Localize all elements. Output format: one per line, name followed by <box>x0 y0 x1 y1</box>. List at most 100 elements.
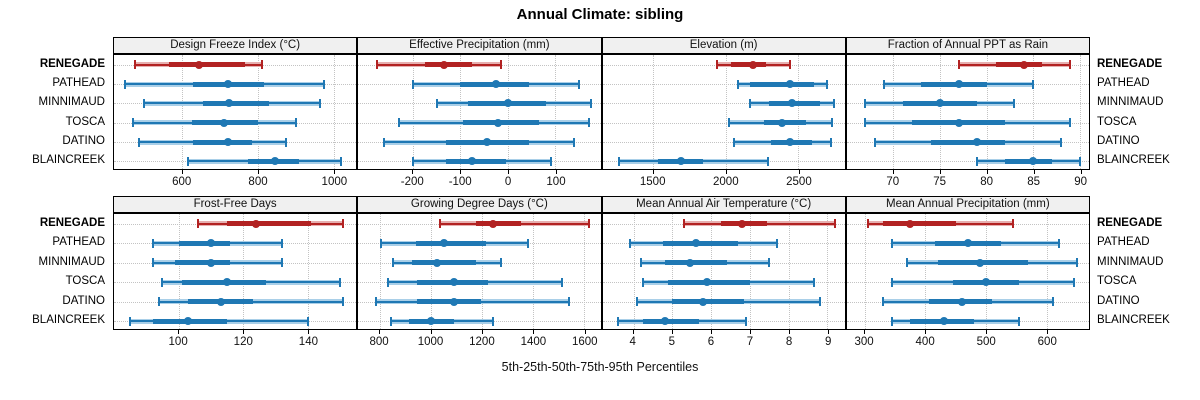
median-dot <box>699 297 708 306</box>
median-dot <box>975 258 984 267</box>
whisker-cap-5th <box>411 79 414 89</box>
x-tick-label: 1600 <box>571 336 598 348</box>
site-label-right-tosca-row1: TOSCA <box>1097 275 1137 288</box>
gridline-v <box>633 214 635 329</box>
median-dot <box>973 138 982 146</box>
gridline-v <box>430 214 432 329</box>
whisker-cap-5th <box>390 316 393 326</box>
x-tick-label: 1000 <box>321 176 348 188</box>
whisker-cap-5th <box>375 297 378 307</box>
whisker-cap-95th <box>768 258 771 268</box>
median-dot <box>939 317 948 326</box>
whisker-cap-5th <box>124 79 127 89</box>
iqr-bar-25-75 <box>1005 158 1052 164</box>
whisker-cap-95th <box>812 277 815 287</box>
x-tick-label: 120 <box>233 336 253 348</box>
median-dot <box>489 219 498 228</box>
x-tick-label: 80 <box>980 176 994 188</box>
whisker-cap-95th <box>1012 219 1015 229</box>
median-dot <box>433 258 442 267</box>
gridline-v <box>725 55 727 169</box>
gridline-v <box>925 214 927 329</box>
x-tick-label: 600 <box>1037 336 1057 348</box>
median-dot <box>184 317 193 326</box>
gridline-h <box>602 122 845 124</box>
x-axis-tick <box>864 330 866 334</box>
panel-header-fraction-of-annual-ppt-as-rain: Fraction of Annual PPT as Rain <box>845 37 1090 54</box>
x-axis-tick <box>412 170 414 174</box>
median-dot <box>216 297 225 306</box>
gridline-v <box>257 55 259 169</box>
iqr-bar-25-75 <box>475 221 522 227</box>
median-dot <box>494 118 503 127</box>
whisker-cap-5th <box>864 98 867 108</box>
whisker-cap-95th <box>587 118 590 128</box>
x-axis-tick <box>533 330 535 334</box>
whisker-cap-5th <box>617 316 619 326</box>
x-tick-label: 6 <box>707 336 715 348</box>
gridline-v <box>986 214 988 329</box>
site-label-right-pathead-row1: PATHEAD <box>1097 236 1150 249</box>
iqr-bar-25-75 <box>750 81 814 87</box>
whisker-cap-95th <box>825 79 828 89</box>
whisker-cap-5th <box>380 238 383 248</box>
site-label-right-blaincreek-row1: BLAINCREEK <box>1097 314 1170 327</box>
whisker-cap-5th <box>133 60 136 70</box>
median-dot <box>206 239 215 248</box>
median-dot <box>426 317 435 326</box>
whisker-cap-5th <box>186 156 189 166</box>
gridline-v <box>481 214 483 329</box>
median-dot <box>449 297 458 306</box>
x-axis-tick <box>632 330 634 334</box>
panel-plot-mean-annual-air-temperature-c <box>601 213 846 330</box>
whisker-cap-5th <box>143 98 146 108</box>
x-axis-tick <box>652 170 654 174</box>
whisker-cap-95th <box>1032 79 1035 89</box>
whisker-cap-95th <box>561 277 564 287</box>
iqr-bar-25-75 <box>662 240 739 246</box>
whisker-cap-5th <box>397 118 400 128</box>
site-label-right-datino-row0: DATINO <box>1097 135 1140 147</box>
site-label-left-blaincreek-row1: BLAINCREEK <box>32 314 105 327</box>
gridline-v <box>333 55 335 169</box>
x-tick-label: 9 <box>824 336 832 348</box>
site-label-right-minnimaud-row1: MINNIMAUD <box>1097 255 1164 268</box>
whisker-cap-5th <box>891 316 894 326</box>
median-dot <box>1029 157 1038 166</box>
x-axis-tick <box>725 170 727 174</box>
x-axis-tick <box>308 330 310 334</box>
x-tick-label: 140 <box>298 336 318 348</box>
whisker-cap-95th <box>294 118 297 128</box>
gridline-v <box>986 55 988 169</box>
median-dot <box>660 317 669 326</box>
iqr-bar-25-75 <box>202 100 270 106</box>
site-label-left-renegade-row0: RENEGADE <box>39 57 105 70</box>
site-label-right-blaincreek-row0: BLAINCREEK <box>1097 154 1170 167</box>
panel-plot-mean-annual-precipitation-mm <box>845 213 1090 330</box>
median-dot <box>703 278 712 287</box>
whisker-cap-95th <box>280 238 283 248</box>
gridline-v <box>307 214 309 329</box>
iqr-bar-25-75 <box>168 62 245 68</box>
whisker-cap-95th <box>280 258 283 268</box>
median-dot <box>685 258 694 267</box>
x-tick-label: -200 <box>400 176 424 188</box>
whisker-cap-95th <box>1078 156 1081 166</box>
x-tick-label: 100 <box>546 176 566 188</box>
gridline-h <box>602 103 845 105</box>
x-axis-tick <box>334 170 336 174</box>
whisker-cap-95th <box>775 238 778 248</box>
whisker-cap-95th <box>573 137 576 147</box>
gridline-h <box>846 161 1089 163</box>
site-label-left-tosca-row0: TOSCA <box>65 115 105 128</box>
median-dot <box>935 99 944 108</box>
whisker-cap-95th <box>1013 98 1016 108</box>
whisker-cap-95th <box>830 118 833 128</box>
whisker-cap-5th <box>728 118 731 128</box>
gridline-v <box>182 55 184 169</box>
x-axis-tick <box>798 170 800 174</box>
site-label-left-datino-row0: DATINO <box>62 135 105 147</box>
x-tick-label: 400 <box>915 336 935 348</box>
whisker-cap-5th <box>131 118 134 128</box>
whisker-cap-5th <box>891 277 894 287</box>
